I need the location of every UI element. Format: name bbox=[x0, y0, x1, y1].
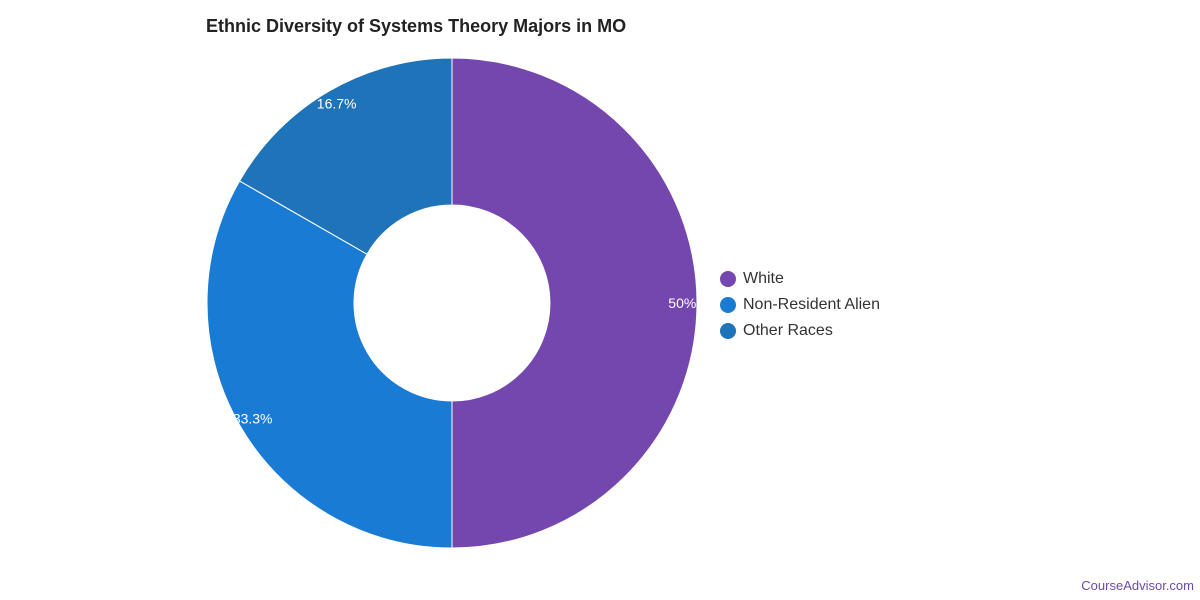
legend-swatch-non-resident-alien bbox=[720, 297, 736, 313]
chart-title: Ethnic Diversity of Systems Theory Major… bbox=[206, 16, 627, 36]
legend-item-non-resident-alien[interactable]: Non-Resident Alien bbox=[720, 292, 880, 318]
legend-swatch-other-races bbox=[720, 323, 736, 339]
slice-other-races[interactable] bbox=[238, 57, 453, 255]
legend: White Non-Resident Alien Other Races bbox=[720, 266, 880, 344]
slice-non-resident-alien[interactable] bbox=[206, 180, 453, 549]
legend-label-non-resident-alien: Non-Resident Alien bbox=[743, 296, 880, 313]
footer-brand-link[interactable]: CourseAdvisor.com bbox=[1081, 578, 1194, 593]
legend-item-other-races[interactable]: Other Races bbox=[720, 318, 880, 344]
slice-label-white: 50% bbox=[668, 295, 696, 311]
legend-swatch-white bbox=[720, 271, 736, 287]
slice-label-non-resident-alien: 33.3% bbox=[233, 410, 273, 426]
legend-label-other-races: Other Races bbox=[743, 322, 833, 339]
legend-label-white: White bbox=[743, 270, 784, 287]
legend-item-white[interactable]: White bbox=[720, 266, 880, 292]
slice-label-other-races: 16.7% bbox=[317, 96, 357, 112]
slice-white[interactable] bbox=[451, 57, 698, 549]
